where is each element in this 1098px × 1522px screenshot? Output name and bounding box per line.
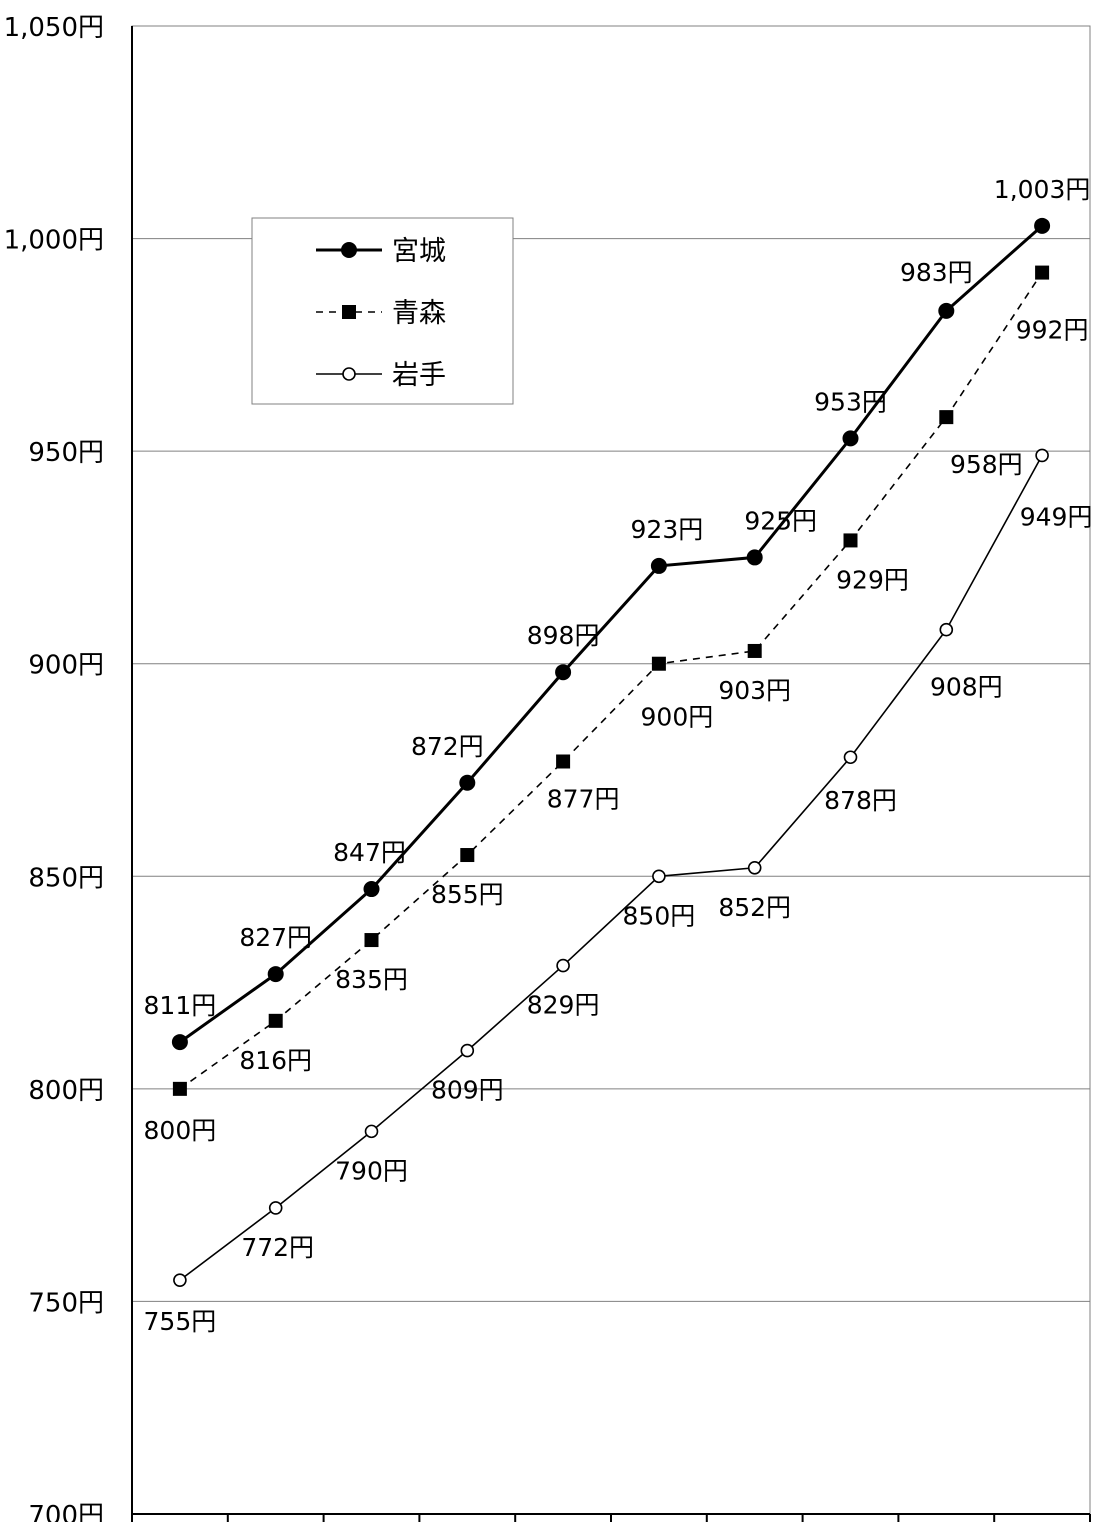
y-tick-label: 1,000円 (4, 226, 104, 256)
data-point-marker (363, 881, 380, 898)
y-tick-label: 1,050円 (4, 13, 104, 43)
data-label: 992円 (1016, 316, 1089, 345)
data-point-marker (556, 754, 571, 769)
data-point-marker (1034, 217, 1051, 234)
data-label: 835円 (335, 965, 408, 994)
data-point-marker (939, 410, 954, 425)
legend-swatch-marker (341, 242, 357, 258)
data-label: 816円 (239, 1046, 312, 1075)
data-point-marker (268, 1201, 283, 1215)
data-point-marker (460, 848, 475, 863)
data-label: 898円 (527, 621, 600, 650)
data-point-marker (650, 557, 667, 574)
data-label: 877円 (547, 784, 620, 813)
data-point-marker (171, 1034, 188, 1051)
data-label: 903円 (718, 676, 791, 705)
y-tick-label: 850円 (28, 863, 104, 893)
data-point-marker (746, 549, 763, 566)
data-label: 790円 (335, 1156, 408, 1185)
data-label: 852円 (718, 893, 791, 922)
data-point-marker (1035, 265, 1050, 280)
data-point-marker (939, 622, 954, 637)
data-point-marker (938, 302, 955, 319)
data-label: 983円 (900, 258, 973, 287)
data-label: 847円 (333, 838, 406, 867)
data-label: 855円 (431, 880, 504, 909)
data-label: 872円 (411, 732, 484, 761)
data-label: 1,003円 (994, 175, 1091, 204)
series-line-3 (179, 455, 1043, 1281)
data-label: 800円 (144, 1116, 217, 1145)
data-point-marker (459, 774, 476, 791)
data-label: 850円 (623, 901, 696, 930)
data-point-marker (747, 860, 762, 875)
data-point-marker (747, 643, 762, 658)
data-label: 878円 (824, 786, 897, 815)
legend-swatch-marker (342, 305, 356, 319)
legend-entry-label: 宮城 (392, 236, 446, 267)
series-line-2 (179, 272, 1043, 1090)
data-label: 827円 (239, 923, 312, 952)
y-tick-label: 900円 (28, 651, 104, 681)
data-point-marker (364, 1124, 379, 1139)
data-label: 811円 (144, 991, 217, 1020)
data-label: 772円 (241, 1233, 314, 1262)
data-point-marker (843, 750, 858, 765)
legend-entry-label: 青森 (392, 298, 446, 329)
legend-swatch-marker (342, 367, 356, 381)
data-label: 923円 (631, 515, 704, 544)
data-point-marker (842, 430, 859, 447)
data-point-marker (172, 1081, 187, 1096)
data-point-marker (843, 533, 858, 548)
data-label: 958円 (950, 450, 1023, 479)
data-point-marker (556, 958, 570, 973)
data-point-marker (652, 869, 666, 884)
data-label: 925円 (744, 506, 817, 535)
data-point-marker (555, 664, 572, 681)
legend-entry-label: 岩手 (392, 360, 446, 391)
data-label: 908円 (930, 673, 1003, 702)
data-point-marker (268, 1013, 283, 1028)
data-label: 755円 (144, 1307, 217, 1336)
y-tick-label: 950円 (28, 438, 104, 468)
data-label: 809円 (431, 1076, 504, 1105)
data-label: 829円 (527, 991, 600, 1020)
data-labels: 811円 827円 847円 872円 898円 923円 925円 953円 983円 1,00… (144, 175, 1093, 1336)
data-point-marker (173, 1273, 187, 1287)
data-point-marker (267, 966, 284, 983)
data-point-marker (1035, 448, 1049, 463)
data-label: 949円 (1020, 502, 1093, 531)
legend-box (251, 217, 514, 405)
data-point-marker (651, 656, 666, 671)
data-label: 929円 (836, 565, 909, 594)
data-label: 900円 (641, 703, 714, 732)
axes: 700円 750円 800円 850円 900円 950円 1,000円 1,050円 (4, 13, 1091, 1522)
y-tick-label: 750円 (28, 1288, 104, 1318)
series-lines (171, 217, 1051, 1287)
data-point-marker (460, 1043, 475, 1058)
series-line-1 (179, 224, 1044, 1044)
y-tick-label: 800円 (28, 1076, 104, 1106)
y-tick-label: 700円 (28, 1501, 104, 1522)
data-point-marker (364, 933, 379, 948)
data-label: 953円 (814, 387, 887, 416)
